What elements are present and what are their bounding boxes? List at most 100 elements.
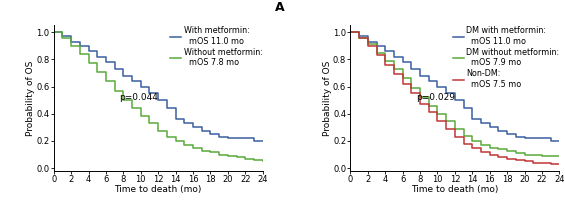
DM with metformin:
  mOS 11.0 mo [469,118,476,120]
With metformin:
  mOS 11.0 mo [259,140,266,142]
DM with metformin:
  mOS 11.0 mo [443,92,450,95]
With metformin:
  mOS 11.0 mo [68,40,75,43]
Without metformin:
  mOS 7.8 mo [172,140,179,142]
With metformin:
  mOS 11.0 mo [198,130,205,133]
With metformin:
  mOS 11.0 mo [224,137,231,139]
DM with metformin:
  mOS 11.0 mo [434,85,441,88]
Non-DM:
  mOS 7.5 mo [530,161,537,164]
DM without metformin:
  mOS 7.9 mo [399,77,406,80]
Non-DM:
  mOS 7.5 mo [486,153,493,156]
DM with metformin:
  mOS 11.0 mo [399,61,406,63]
DM with metformin:
  mOS 11.0 mo [486,126,493,129]
DM with metformin:
  mOS 11.0 mo [504,133,511,135]
With metformin:
  mOS 11.0 mo [172,118,179,120]
Non-DM:
  mOS 7.5 mo [373,54,380,57]
Non-DM:
  mOS 7.5 mo [416,103,423,106]
Text: p=0.029: p=0.029 [416,93,455,102]
With metformin:
  mOS 11.0 mo [137,85,144,88]
Non-DM:
  mOS 7.5 mo [547,163,554,165]
With metformin:
  mOS 11.0 mo [102,61,109,63]
Line: DM with metformin:
  mOS 11.0 mo: DM with metformin: mOS 11.0 mo [350,32,559,141]
DM with metformin:
  mOS 11.0 mo [521,137,528,139]
Non-DM:
  mOS 7.5 mo [443,127,450,130]
Without metformin:
  mOS 7.8 mo [242,157,249,160]
DM with metformin:
  mOS 11.0 mo [460,107,467,110]
Legend: DM with metformin:
  mOS 11.0 mo, DM without metformin:
  mOS 7.9 mo, Non-DM:
  : DM with metformin: mOS 11.0 mo, DM witho… [453,26,559,89]
DM without metformin:
  mOS 7.9 mo [469,140,476,142]
With metformin:
  mOS 11.0 mo [76,45,83,47]
DM without metformin:
  mOS 7.9 mo [486,146,493,149]
Without metformin:
  mOS 7.8 mo [207,151,214,153]
With metformin:
  mOS 11.0 mo [94,55,101,58]
Line: DM without metformin:
  mOS 7.9 mo: DM without metformin: mOS 7.9 mo [350,32,559,156]
Y-axis label: Probability of OS: Probability of OS [26,60,35,136]
Without metformin:
  mOS 7.8 mo [233,156,240,159]
DM without metformin:
  mOS 7.9 mo [495,148,502,150]
With metformin:
  mOS 11.0 mo [50,31,57,33]
DM without metformin:
  mOS 7.9 mo [356,36,363,39]
With metformin:
  mOS 11.0 mo [250,140,257,142]
Without metformin:
  mOS 7.8 mo [76,53,83,55]
Non-DM:
  mOS 7.5 mo [469,146,476,149]
DM with metformin:
  mOS 11.0 mo [530,137,537,139]
Without metformin:
  mOS 7.8 mo [181,144,188,146]
Non-DM:
  mOS 7.5 mo [382,64,389,66]
Non-DM:
  mOS 7.5 mo [364,45,371,47]
DM without metformin:
  mOS 7.9 mo [364,43,371,46]
DM without metformin:
  mOS 7.9 mo [373,51,380,54]
DM with metformin:
  mOS 11.0 mo [425,80,432,82]
With metformin:
  mOS 11.0 mo [120,74,127,77]
DM without metformin:
  mOS 7.9 mo [425,104,432,107]
With metformin:
  mOS 11.0 mo [190,126,197,129]
Without metformin:
  mOS 7.8 mo [59,36,66,39]
DM with metformin:
  mOS 11.0 mo [390,55,397,58]
DM with metformin:
  mOS 11.0 mo [451,99,458,101]
DM without metformin:
  mOS 7.9 mo [547,155,554,157]
DM with metformin:
  mOS 11.0 mo [408,68,415,70]
Without metformin:
  mOS 7.8 mo [190,146,197,149]
Without metformin:
  mOS 7.8 mo [137,115,144,118]
DM without metformin:
  mOS 7.9 mo [382,60,389,62]
Without metformin:
  mOS 7.8 mo [120,99,127,101]
Non-DM:
  mOS 7.5 mo [538,161,545,164]
Non-DM:
  mOS 7.5 mo [460,142,467,145]
With metformin:
  mOS 11.0 mo [233,137,240,139]
Without metformin:
  mOS 7.8 mo [163,136,170,138]
Non-DM:
  mOS 7.5 mo [356,36,363,39]
Non-DM:
  mOS 7.5 mo [451,136,458,138]
DM with metformin:
  mOS 11.0 mo [495,130,502,133]
DM without metformin:
  mOS 7.9 mo [521,153,528,156]
DM without metformin:
  mOS 7.9 mo [504,149,511,152]
With metformin:
  mOS 11.0 mo [155,99,162,101]
Without metformin:
  mOS 7.8 mo [216,153,223,156]
Non-DM:
  mOS 7.5 mo [434,119,441,122]
Line: With metformin:
  mOS 11.0 mo: With metformin: mOS 11.0 mo [54,32,263,141]
DM without metformin:
  mOS 7.9 mo [443,119,450,122]
DM without metformin:
  mOS 7.9 mo [556,155,563,157]
Non-DM:
  mOS 7.5 mo [504,157,511,160]
Line: Non-DM:
  mOS 7.5 mo: Non-DM: mOS 7.5 mo [350,32,559,164]
Non-DM:
  mOS 7.5 mo [512,159,519,161]
Non-DM:
  mOS 7.5 mo [399,83,406,85]
X-axis label: Time to death (mo): Time to death (mo) [411,185,498,195]
DM without metformin:
  mOS 7.9 mo [408,87,415,89]
With metformin:
  mOS 11.0 mo [242,137,249,139]
DM without metformin:
  mOS 7.9 mo [512,152,519,154]
Non-DM:
  mOS 7.5 mo [408,92,415,95]
Without metformin:
  mOS 7.8 mo [250,159,257,161]
DM without metformin:
  mOS 7.9 mo [538,155,545,157]
Non-DM:
  mOS 7.5 mo [347,31,354,33]
DM with metformin:
  mOS 11.0 mo [538,137,545,139]
With metformin:
  mOS 11.0 mo [85,50,92,53]
Without metformin:
  mOS 7.8 mo [94,70,101,73]
DM without metformin:
  mOS 7.9 mo [434,112,441,115]
DM with metformin:
  mOS 11.0 mo [347,31,354,33]
Non-DM:
  mOS 7.5 mo [390,73,397,76]
DM with metformin:
  mOS 11.0 mo [382,50,389,53]
With metformin:
  mOS 11.0 mo [216,136,223,138]
Non-DM:
  mOS 7.5 mo [521,160,528,163]
DM without metformin:
  mOS 7.9 mo [460,134,467,137]
With metformin:
  mOS 11.0 mo [111,68,118,70]
Text: p=0.044: p=0.044 [119,93,158,102]
Without metformin:
  mOS 7.8 mo [259,160,266,163]
